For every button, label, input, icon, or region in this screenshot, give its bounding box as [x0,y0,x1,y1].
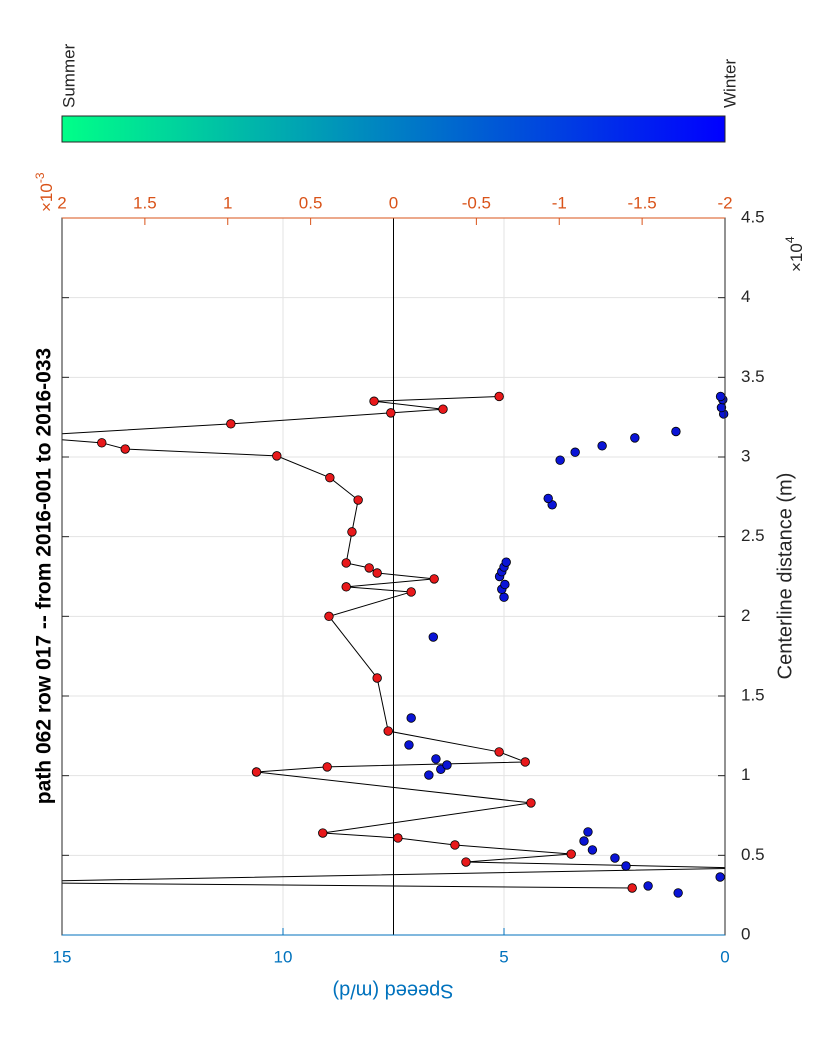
colorbar-label: Winter [720,59,739,108]
x-tick-label: 3.5 [741,367,765,386]
x-tick-label: 0.5 [741,845,765,864]
x-tick-label: 3 [741,446,750,465]
data-point [583,827,593,837]
data-point [318,828,328,838]
data-point [428,632,438,642]
data-point [324,611,334,622]
data-point [438,404,448,414]
x-multiplier-base: ×10 [787,243,806,272]
data-point [13,432,22,441]
data-point [743,864,752,873]
data-point [671,426,681,437]
data-point [406,587,416,597]
data-point [621,861,631,871]
x-tick-label: 2 [741,606,750,625]
data-point [431,754,441,764]
y-tick-label: 5 [499,947,508,966]
data-point [610,853,620,863]
y-tick-label: 15 [53,947,72,966]
data-point [393,833,403,843]
data-point [341,558,351,568]
data-point [424,770,434,780]
data-point [630,433,640,443]
x-tick-label: 1 [741,765,750,784]
y2-tick-label: 0 [389,193,398,212]
data-point [570,447,580,457]
data-point [587,845,598,855]
y-tick-label: 10 [274,947,293,966]
data-point [442,760,452,770]
data-point [494,747,504,757]
data-point [251,767,262,777]
data-point [499,592,509,602]
data-point [372,568,382,578]
data-point [429,574,439,584]
y2-tick-label: -0.5 [462,193,491,212]
series-line [62,395,725,889]
y2-tick-label: 0.5 [299,193,323,212]
y2-multiplier: ×10-3 [33,172,56,212]
colorbar [61,115,726,143]
data-point [579,836,589,846]
data-point [325,473,335,483]
x-tick-label: 4.5 [741,207,765,226]
data-point [543,493,553,504]
data-point [97,438,107,448]
data-point [461,857,471,867]
data-point [364,563,374,573]
x-tick-label: 4 [741,287,750,306]
data-point [627,883,637,893]
data-point [322,762,332,772]
data-point [715,391,726,402]
data-point [386,408,396,418]
data-point [404,740,414,750]
data-point [520,757,530,767]
x-axis-label: Centerline distance (m) [774,473,796,680]
data-point [566,849,576,859]
data-point [372,673,382,683]
x-multiplier: ×104 [783,236,806,272]
x-tick-label: 0 [741,924,750,943]
y2-multiplier-base: ×10 [37,183,56,212]
y-tick-label: 0 [720,947,729,966]
y2-tick-label: -1 [552,193,567,212]
x-tick-label: 2.5 [741,526,765,545]
y2-tick-label: 1 [223,193,232,212]
y2-tick-label: -2 [717,193,732,212]
data-point [526,798,536,808]
y2-tick-label: -1.5 [627,193,656,212]
data-point [494,391,504,402]
data-point [643,881,653,891]
data-point [341,582,351,592]
chart-title: path 062 row 017 -- from 2016-001 to 201… [33,348,56,804]
data-point [226,419,236,429]
data-point [450,840,460,850]
data-point [501,557,511,567]
data-point [555,455,565,465]
x-multiplier-exponent: 4 [783,236,797,243]
data-point [406,713,416,723]
y-axis-label: Speeed (m/d) [332,980,453,1002]
y2-tick-label: 2 [57,193,66,212]
data-point [716,402,727,413]
y2-multiplier-exponent: -3 [33,172,47,183]
colorbar-label: Summer [59,43,78,108]
data-point [353,495,363,505]
data-point [383,726,393,736]
data-point [500,579,510,590]
x-tick-label: 1.5 [741,685,765,704]
y2-tick-label: 1.5 [133,193,157,212]
data-point [715,872,725,882]
data-point [597,441,607,451]
data-point [272,451,282,461]
data-point [673,888,683,898]
data-point [120,444,130,454]
data-point [369,396,379,406]
data-point [347,527,357,537]
